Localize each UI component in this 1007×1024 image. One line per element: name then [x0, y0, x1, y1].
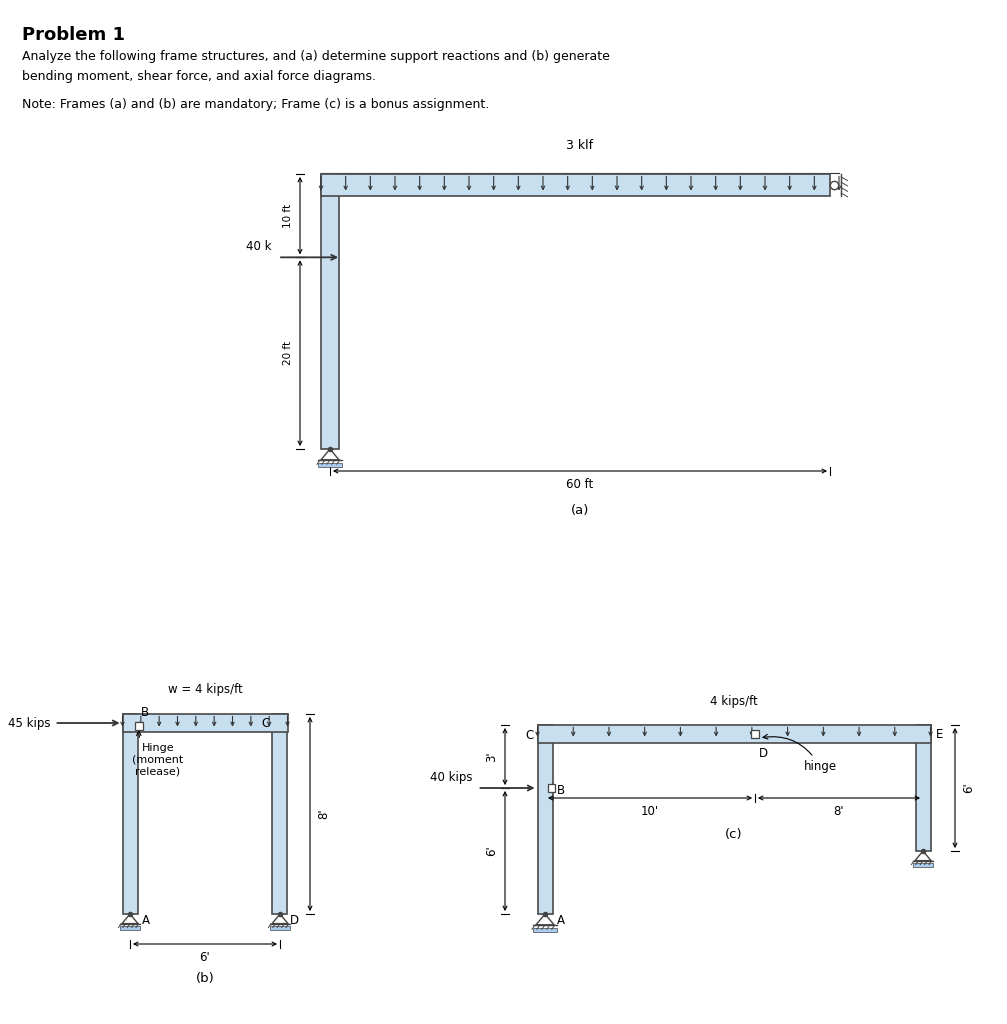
Bar	[318, 463, 341, 467]
Text: 10': 10'	[640, 805, 659, 818]
Text: 6': 6'	[962, 782, 975, 794]
Text: Note: Frames (a) and (b) are mandatory; Frame (c) is a bonus assignment.: Note: Frames (a) and (b) are mandatory; …	[22, 98, 489, 111]
Text: Analyze the following frame structures, and (a) determine support reactions and : Analyze the following frame structures, …	[22, 50, 610, 63]
Bar	[534, 928, 557, 932]
Text: (a): (a)	[571, 504, 589, 517]
Text: 40 k: 40 k	[247, 241, 272, 253]
Bar	[123, 714, 288, 732]
Bar	[915, 725, 930, 851]
Polygon shape	[122, 914, 138, 924]
Text: 6': 6'	[485, 846, 498, 856]
Text: E: E	[936, 727, 943, 740]
Bar	[548, 784, 555, 792]
Bar	[135, 722, 143, 730]
Text: Hinge
(moment
release): Hinge (moment release)	[132, 731, 183, 776]
Bar	[321, 174, 339, 449]
Polygon shape	[321, 449, 339, 460]
Bar	[123, 714, 138, 914]
Text: B: B	[557, 783, 565, 797]
Text: 4 kips/ft: 4 kips/ft	[710, 695, 758, 708]
Text: 8': 8'	[834, 805, 844, 818]
Text: 6': 6'	[199, 951, 210, 964]
Text: C: C	[526, 729, 534, 742]
Text: A: A	[557, 914, 565, 927]
Text: Problem 1: Problem 1	[22, 26, 125, 44]
Bar	[538, 725, 553, 914]
Polygon shape	[272, 914, 288, 924]
Text: A: A	[142, 914, 149, 927]
Polygon shape	[536, 914, 554, 925]
Text: 3': 3'	[485, 752, 498, 762]
Text: 60 ft: 60 ft	[566, 478, 593, 490]
Bar	[538, 725, 930, 743]
Text: 3 klf: 3 klf	[567, 139, 593, 152]
Text: 20 ft: 20 ft	[283, 341, 293, 366]
Text: 45 kips: 45 kips	[8, 717, 50, 729]
Text: C: C	[261, 717, 270, 730]
Bar	[120, 926, 140, 930]
Bar	[751, 730, 759, 738]
Text: hinge: hinge	[763, 734, 837, 773]
Text: (b): (b)	[195, 972, 214, 985]
Text: D: D	[759, 746, 768, 760]
Text: 10 ft: 10 ft	[283, 204, 293, 227]
Bar	[321, 174, 830, 196]
Text: bending moment, shear force, and axial force diagrams.: bending moment, shear force, and axial f…	[22, 70, 376, 83]
Text: 40 kips: 40 kips	[430, 771, 472, 784]
Text: D: D	[289, 914, 299, 927]
Bar	[912, 863, 933, 867]
Text: w = 4 kips/ft: w = 4 kips/ft	[167, 683, 243, 696]
Polygon shape	[915, 851, 931, 860]
Text: (c): (c)	[725, 828, 743, 841]
Bar	[273, 714, 288, 914]
Bar	[270, 926, 290, 930]
Text: 8': 8'	[317, 809, 330, 819]
Text: B: B	[141, 706, 149, 719]
